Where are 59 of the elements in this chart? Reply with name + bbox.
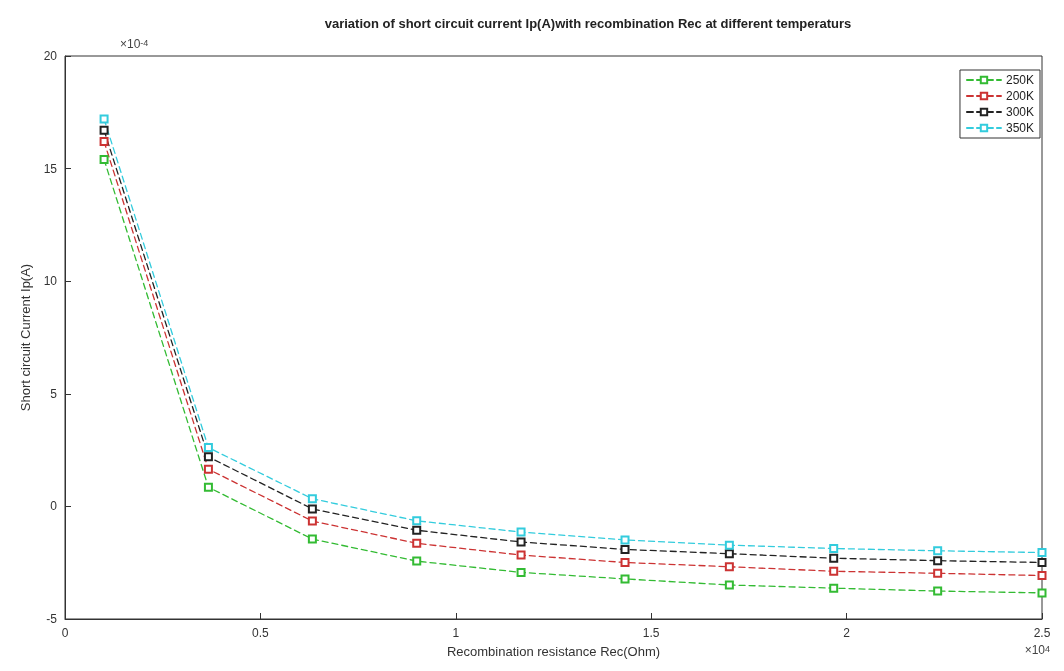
point [516, 537, 526, 547]
point [203, 464, 213, 474]
point [724, 540, 734, 550]
point [203, 452, 213, 462]
point [307, 516, 317, 526]
point [620, 544, 630, 554]
point [1037, 588, 1047, 598]
point [412, 525, 422, 535]
x-tick-label: 2.5 [1033, 626, 1051, 640]
point [724, 549, 734, 559]
point [412, 538, 422, 548]
chart-title: variation of short circuit current Ip(A)with recombination Rec at different temperaturs [324, 16, 852, 31]
point [829, 583, 839, 593]
y-tick-label: 15 [43, 161, 58, 176]
point [203, 443, 213, 453]
point [620, 535, 630, 545]
y-tick-label: -5 [46, 612, 58, 626]
point [620, 574, 630, 584]
point [99, 137, 109, 147]
point [99, 125, 109, 135]
point [307, 494, 317, 504]
y-tick-label: 10 [43, 274, 58, 289]
point [307, 504, 317, 514]
point [99, 114, 109, 124]
point [516, 567, 526, 577]
point [99, 155, 109, 165]
point [412, 516, 422, 526]
point [307, 534, 317, 544]
point [516, 527, 526, 537]
point [1037, 571, 1047, 581]
point [933, 586, 943, 596]
x-tick-label: 2 [843, 626, 851, 640]
point [829, 553, 839, 563]
point [933, 546, 943, 556]
point [203, 482, 213, 492]
point [724, 562, 734, 572]
legend-label: 350K [1005, 121, 1035, 135]
x-tick-label: 1 [452, 626, 460, 640]
point [620, 557, 630, 567]
point [933, 568, 943, 578]
x-tick-label: 0.5 [252, 626, 270, 640]
point [516, 550, 526, 560]
point [1037, 548, 1047, 558]
y-tick-label: 0 [50, 499, 58, 514]
point [933, 556, 943, 566]
point [1037, 557, 1047, 567]
legend-label: 250K [1005, 73, 1035, 87]
legend-label: 200K [1005, 89, 1035, 103]
x-tick-label: 0 [61, 626, 69, 640]
y-tick-label: 20 [43, 49, 58, 63]
x-tick-label: 1.5 [642, 626, 660, 640]
y-tick-label: 5 [50, 386, 58, 401]
x-axis-title: Recombination resistance Rec(Ohm) [446, 644, 661, 659]
legend-label: 300K [1005, 105, 1035, 119]
y-axis-title: Short circuit Current Ip(A) [18, 263, 33, 412]
point [412, 556, 422, 566]
point [724, 580, 734, 590]
point [829, 566, 839, 576]
point [829, 544, 839, 554]
